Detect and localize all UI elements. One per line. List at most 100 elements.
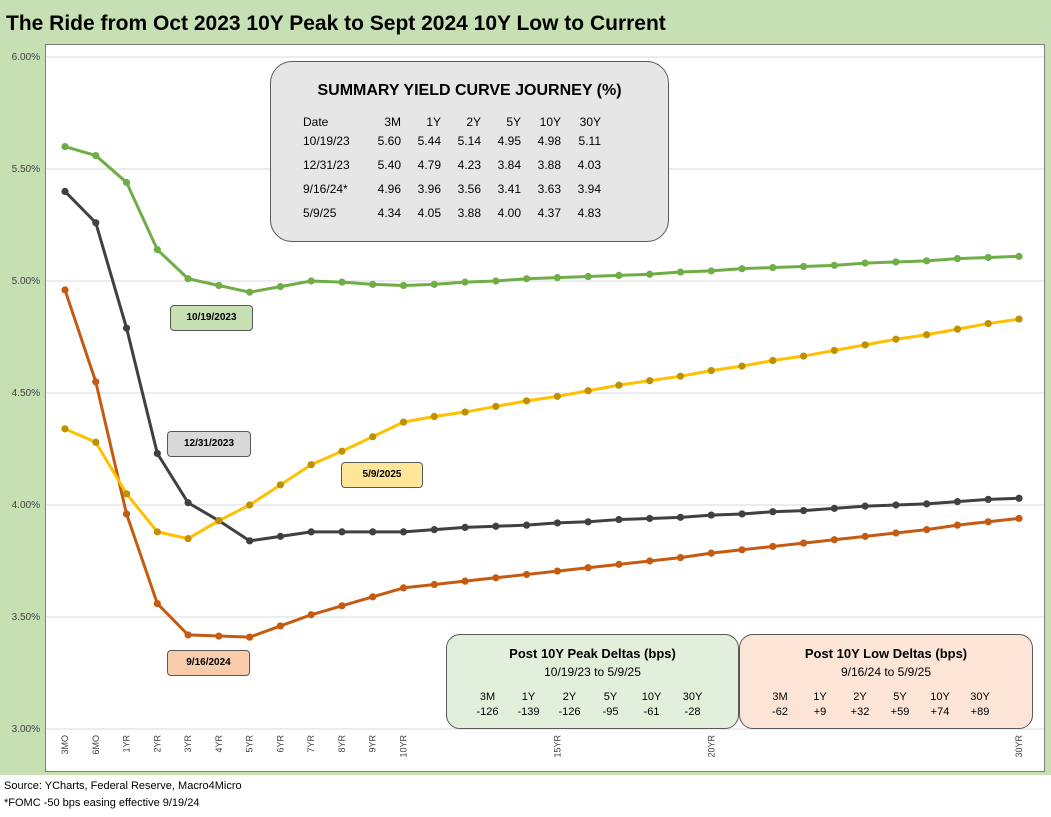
peak-delta-value: -126 — [476, 706, 499, 718]
data-point — [122, 490, 131, 498]
x-tick-label: 7YR — [306, 735, 316, 753]
data-point — [861, 502, 869, 510]
data-point — [399, 528, 408, 536]
data-point — [799, 507, 808, 515]
peak-delta-value: -28 — [684, 706, 701, 718]
summary-cell: 12/31/23 — [303, 158, 350, 172]
data-point — [769, 542, 777, 551]
data-point — [307, 277, 315, 285]
summary-cell: 5.60 — [377, 134, 401, 148]
data-point — [461, 408, 469, 416]
low-delta-header: 1Y — [813, 691, 827, 703]
data-point — [523, 521, 531, 529]
summary-box: SUMMARY YIELD CURVE JOURNEY (%) Date 3M … — [270, 61, 669, 242]
data-point — [430, 412, 438, 421]
data-point — [246, 288, 254, 296]
low-delta-value: +9 — [813, 706, 827, 718]
low-delta-value: +59 — [890, 706, 910, 718]
peak-delta-header: 2Y — [562, 691, 577, 703]
peak-deltas-table: 3M 1Y 2Y 5Y 10Y 30Y -126 -139 -126 -95 -… — [467, 691, 713, 718]
y-tick-label: 6.00% — [12, 52, 40, 63]
data-point — [492, 402, 500, 411]
summary-title: SUMMARY YIELD CURVE JOURNEY (%) — [317, 82, 622, 99]
data-point — [338, 602, 346, 610]
data-point — [738, 510, 746, 518]
low-delta-header: 3M — [772, 691, 788, 703]
data-point — [369, 433, 377, 441]
y-tick-label: 4.00% — [12, 500, 40, 511]
x-tick-label: 9YR — [368, 735, 378, 753]
data-point — [92, 378, 100, 386]
data-point — [584, 518, 592, 526]
data-point — [830, 504, 838, 512]
data-point — [1015, 514, 1023, 523]
data-point — [430, 280, 438, 288]
data-point — [892, 258, 900, 266]
data-point — [338, 278, 346, 286]
x-tick-label: 5YR — [245, 735, 255, 753]
low-delta-value: -62 — [772, 706, 788, 718]
data-point — [984, 319, 992, 328]
data-point — [830, 346, 838, 355]
data-point — [615, 381, 623, 389]
data-point — [430, 580, 438, 589]
summary-header-5y: 5Y — [506, 115, 521, 129]
data-point — [799, 539, 808, 547]
data-point — [276, 532, 285, 540]
x-tick-label: 2YR — [152, 735, 162, 753]
data-point — [246, 537, 254, 545]
peak-delta-value: -61 — [643, 706, 660, 718]
data-point — [461, 278, 469, 286]
low-deltas-subtitle: 9/16/24 to 5/9/25 — [840, 665, 932, 679]
peak-deltas-title: Post 10Y Peak Deltas (bps) — [509, 646, 676, 661]
x-tick-label: 10YR — [399, 735, 409, 758]
data-point — [830, 261, 838, 269]
series-line-2 — [63, 289, 1020, 639]
x-tick-label: 4YR — [214, 735, 224, 753]
summary-header-row: Date 3M 1Y 2Y 5Y 10Y 30Y — [303, 115, 601, 129]
low-delta-header: 2Y — [853, 691, 867, 703]
data-point — [646, 377, 654, 385]
data-point — [399, 281, 408, 290]
series-line-1 — [63, 190, 1020, 543]
data-point — [215, 632, 223, 640]
low-delta-value: +74 — [930, 706, 950, 718]
data-point — [523, 397, 531, 405]
summary-cell: 5.40 — [377, 158, 401, 172]
summary-cell: 4.03 — [577, 158, 601, 172]
yield-curve-chart: 6.00% 5.50% 5.00% 4.50% 4.00% 3.50% 3.00% 3MO 6M… — [12, 52, 1044, 758]
data-point — [738, 362, 746, 370]
data-point — [953, 521, 962, 529]
data-point — [984, 495, 992, 503]
x-tick-label: 6YR — [275, 735, 285, 753]
summary-header-30y: 30Y — [579, 115, 601, 129]
data-point — [707, 267, 715, 275]
summary-row: 9/16/24* 4.96 3.96 3.56 3.41 3.63 3.94 — [303, 177, 601, 201]
chart-title: The Ride from Oct 2023 10Y Peak to Sept … — [6, 12, 666, 35]
data-point — [615, 271, 623, 279]
data-point — [153, 528, 161, 536]
summary-cell: 4.23 — [457, 158, 481, 172]
data-point — [153, 599, 161, 608]
low-delta-value: +89 — [970, 706, 990, 718]
series-label-12-31-2023: 12/31/2023 — [167, 431, 251, 457]
summary-cell: 4.00 — [497, 206, 521, 220]
data-point — [307, 461, 315, 469]
peak-deltas-subtitle: 10/19/23 to 5/9/25 — [544, 665, 641, 679]
data-point — [769, 508, 777, 516]
peak-delta-header: 30Y — [682, 691, 703, 703]
x-tick-label: 8YR — [337, 735, 347, 753]
summary-cell: 4.96 — [377, 182, 401, 196]
data-point — [738, 546, 746, 554]
data-point — [399, 584, 408, 592]
x-tick-label: 1YR — [122, 735, 132, 753]
data-point — [184, 499, 192, 507]
data-point — [892, 501, 900, 509]
data-point — [953, 325, 962, 333]
data-point — [153, 246, 161, 254]
peak-delta-header: 10Y — [641, 691, 662, 703]
summary-cell: 9/16/24* — [303, 182, 348, 196]
data-point — [707, 549, 715, 557]
y-tick-label: 3.50% — [12, 612, 40, 623]
data-point — [184, 275, 192, 283]
